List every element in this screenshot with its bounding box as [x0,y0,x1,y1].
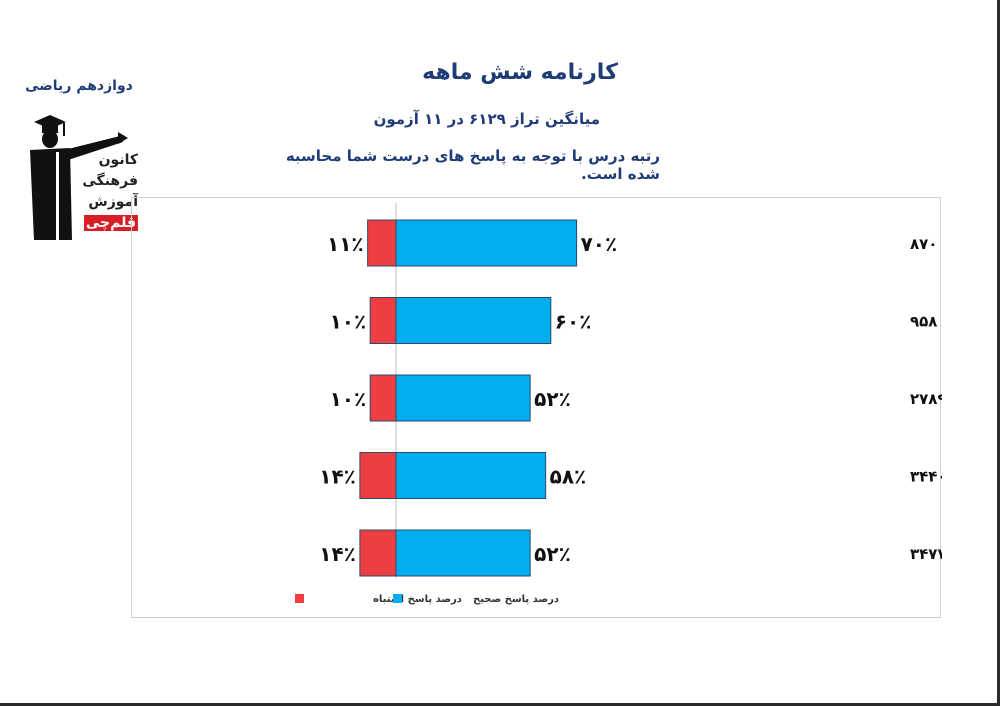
logo: دوازدهم ریاضی کانون فرهنگی آموزش قلم‌چی [20,70,138,250]
page-title: کارنامه شش ماهه [422,60,618,85]
page-edge-bottom [0,703,1000,706]
data-label-correct: ۵۲٪ [534,387,571,411]
graduate-pointing-icon [30,115,128,240]
legend-swatch-correct [393,594,402,603]
data-label-wrong: ۱۴٪ [319,465,356,489]
bar-correct [395,219,578,267]
category-label: هندسه دوازدهم – رتبه: ۲۷۸۹ [910,390,942,408]
category-label: حسابان دوازدهم – رتبه: ۸۷۰ [910,235,942,253]
data-label-correct: ۵۸٪ [550,465,587,489]
legend-label-wrong: درصد پاسخ اشتباه [373,594,462,605]
diverging-bar-chart: ۷۰٪ ۱۱٪ حسابان دوازدهم – رتبه: ۸۷۰ ۶۰٪ ۱۰٪ ری… [295,203,942,605]
data-label-wrong: ۱۱٪ [327,232,364,256]
chart-area: ۷۰٪ ۱۱٪ حسابان دوازدهم – رتبه: ۸۷۰ ۶۰٪ ۱۰٪ ری… [131,197,942,618]
bar-correct [395,374,531,422]
logo-line-3: آموزش [88,194,138,210]
bar-correct [395,297,552,344]
category-label: شیمی دوازدهم – رتبه: ۳۴۷۷ [910,545,942,563]
logo-line-4: قلم‌چی [83,215,138,231]
logo-grade-label: دوازدهم ریاضی [25,78,133,94]
data-label-correct: ۶۰٪ [555,310,592,334]
bar-wrong [359,529,397,577]
average-score-subtitle: میانگین تراز ۶۱۲۹ در ۱۱ آزمون [373,110,600,128]
bar-correct [395,529,531,577]
data-label-wrong: ۱۰٪ [330,310,367,334]
bar-wrong [359,452,397,499]
bar-wrong [367,219,397,267]
logo-line-2: فرهنگی [82,173,138,189]
data-label-wrong: ۱۴٪ [319,542,356,566]
legend-swatch-wrong [295,594,304,603]
page-edge-right [997,0,1000,706]
data-label-correct: ۷۰٪ [581,232,618,256]
logo-text: کانون فرهنگی آموزش قلم‌چی [80,150,138,234]
category-label: ریاضیات گسسته دوازدهم – رتبه: ۹۵۸ [910,313,942,331]
rank-note: رتبه درس با توجه به پاسخ های درست شما مح… [285,147,660,183]
legend-label-correct: درصد پاسخ صحیح [473,594,559,605]
category-label: فیزیک دوازدهم – رتبه: ۳۴۴۰ [910,468,942,486]
bar-wrong [369,374,397,422]
data-label-correct: ۵۲٪ [534,542,571,566]
logo-line-1: کانون [98,152,138,168]
bar-wrong [369,297,397,344]
bar-correct [395,452,547,499]
data-label-wrong: ۱۰٪ [330,387,367,411]
